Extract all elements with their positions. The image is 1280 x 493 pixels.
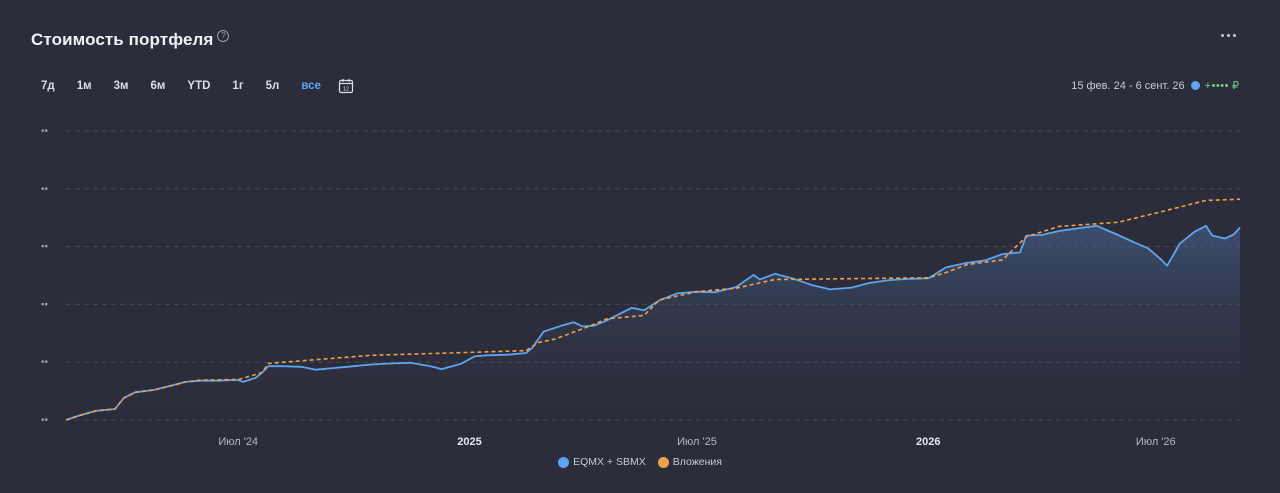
more-horizontal-icon[interactable] [1221,34,1236,37]
legend-label-invested: Вложения [672,456,722,468]
period-all[interactable]: все [301,80,321,92]
period-ytd[interactable]: YTD [187,80,211,92]
y-tick-label: •• [41,299,49,310]
legend-label-portfolio: EQMX + SBMX [573,456,646,468]
x-tick-label: Июл '25 [677,436,717,448]
masked-profit-value: +•••• [1204,79,1229,92]
svg-text:12: 12 [343,87,349,93]
x-tick-label: Июл '24 [218,436,258,448]
legend-item-invested[interactable]: Вложения [657,456,722,468]
period-selector: 7д 1м 3м 6м YTD 1г 5л все 12 [34,76,354,96]
period-3m[interactable]: 3м [113,80,129,92]
series-line-invested [65,198,1241,421]
y-tick-label: •• [41,357,49,368]
series-line-portfolio [65,224,1241,421]
portfolio-chart[interactable]: •• •• •• •• •• •• Июл '24 2025 Июл '25 2026 Июл '2… [0,110,1280,450]
period-1y[interactable]: 1г [232,80,244,92]
period-1m[interactable]: 1м [76,80,92,92]
legend-item-portfolio[interactable]: EQMX + SBMX [558,456,646,468]
legend-swatch-portfolio [558,456,570,468]
question-circle-icon[interactable]: ? [217,30,230,42]
portfolio-dot-icon [1190,81,1200,90]
chart-legend: EQMX + SBMX Вложения [0,456,1280,468]
calendar-icon[interactable]: 12 [338,78,354,94]
period-5y[interactable]: 5л [265,80,280,92]
date-range-label: 15 фев. 24 - 6 сент. 26 [1071,79,1185,92]
x-tick-label: Июл '26 [1136,436,1176,448]
date-range: 15 фев. 24 - 6 сент. 26 +•••• ₽ [1071,79,1239,93]
y-tick-label: •• [41,242,49,253]
portfolio-area [66,225,1240,420]
legend-swatch-invested [657,456,669,468]
y-tick-label: •• [41,415,49,426]
y-tick-label: •• [41,126,49,137]
period-7d[interactable]: 7д [41,80,55,92]
page-title: Стоимость портфеля [31,30,214,49]
header: Стоимость портфеля ? [31,30,230,50]
x-tick-label: 2025 [457,436,481,448]
period-6m[interactable]: 6м [150,80,166,92]
currency-symbol: ₽ [1232,80,1239,92]
x-tick-label: 2026 [916,436,940,448]
y-tick-label: •• [41,184,49,195]
